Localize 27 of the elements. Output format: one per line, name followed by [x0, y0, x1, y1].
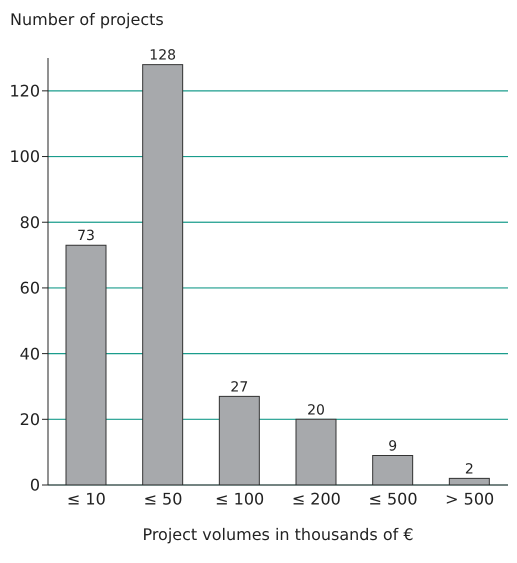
y-tick-label: 40 [20, 344, 40, 364]
y-tick-label: 0 [30, 476, 40, 495]
bar [372, 454, 414, 485]
bar [296, 418, 336, 485]
bar [66, 244, 106, 485]
y-tick-label: 100 [9, 147, 40, 166]
bar [448, 478, 490, 485]
data-label: 20 [307, 402, 325, 418]
x-tick-label: ≤ 200 [292, 489, 341, 508]
y-tick-label: 20 [20, 410, 40, 429]
data-label: 9 [388, 438, 398, 454]
x-tick-label: ≤ 100 [215, 489, 264, 508]
x-tick-label: > 500 [445, 489, 494, 508]
x-tick-label: ≤ 10 [66, 489, 106, 508]
y-axis-title: Number of projects [10, 10, 164, 29]
bar [142, 64, 184, 485]
y-tick-label: 120 [9, 82, 40, 101]
x-tick-label: ≤ 50 [144, 489, 182, 508]
bar [218, 396, 260, 485]
data-label: 73 [77, 228, 95, 244]
y-tick-label: 80 [20, 212, 40, 232]
y-tick-label: 60 [20, 278, 40, 298]
x-tick-label: ≤ 500 [368, 489, 418, 508]
data-label: 128 [149, 48, 176, 64]
data-label: 2 [464, 461, 474, 478]
x-axis-title: Project volumes in thousands of € [142, 525, 414, 544]
data-label: 27 [230, 379, 248, 396]
